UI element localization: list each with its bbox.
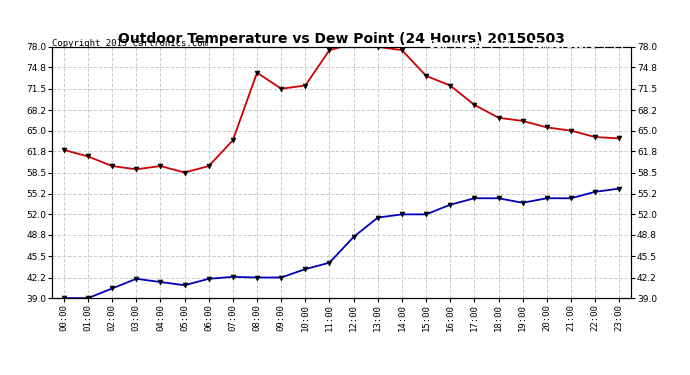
Text: Dew Point (°F): Dew Point (°F) [430,40,512,50]
Text: Temperature (°F): Temperature (°F) [531,40,625,50]
Text: Copyright 2015 Cartronics.com: Copyright 2015 Cartronics.com [52,39,208,48]
Title: Outdoor Temperature vs Dew Point (24 Hours) 20150503: Outdoor Temperature vs Dew Point (24 Hou… [118,32,565,46]
